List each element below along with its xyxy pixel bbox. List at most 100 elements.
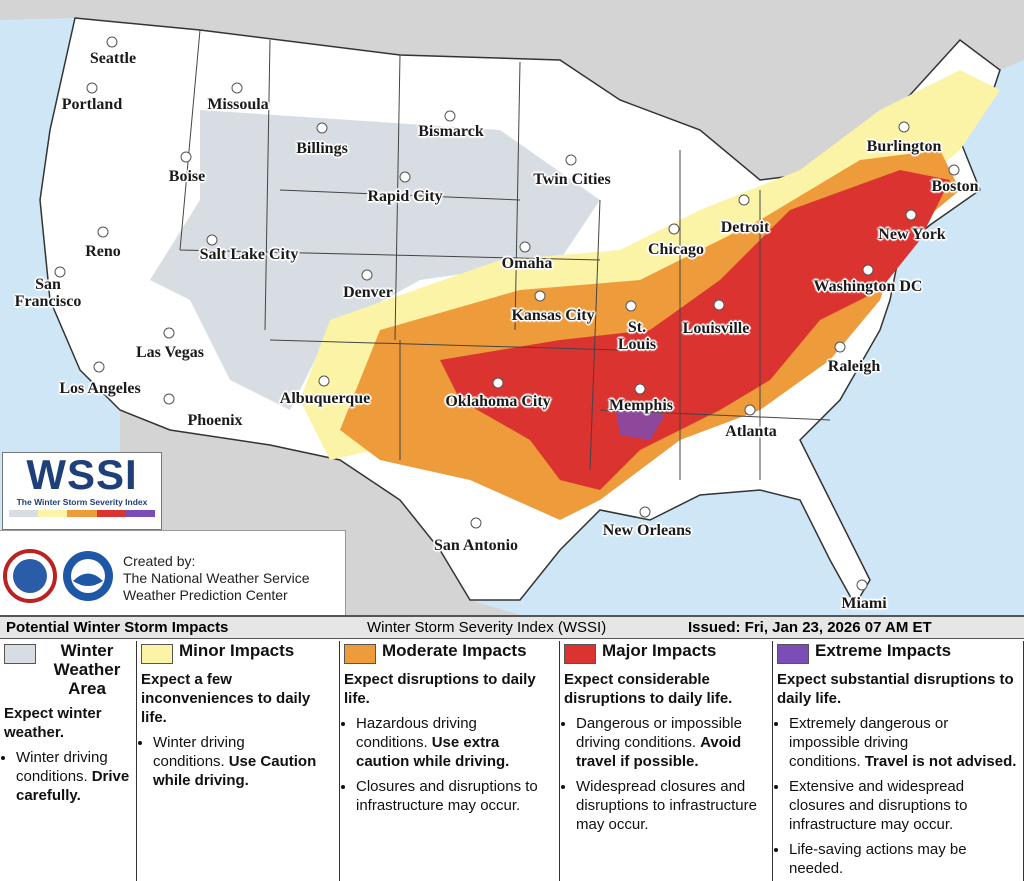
bullet-text: Closures and disruptions to infrastructu… <box>356 778 538 814</box>
legend-summary: Expect disruptions to daily life. <box>344 671 536 707</box>
logo-subtitle: The Winter Storm Severity Index <box>16 497 148 507</box>
city-label: Atlanta <box>725 423 777 440</box>
city-dot <box>444 110 456 122</box>
legend-swatch <box>141 644 173 664</box>
legend-bullet: Winter driving conditions.Use Caution wh… <box>153 733 335 790</box>
city-label: New York <box>878 226 946 243</box>
city-dot <box>713 299 725 311</box>
city-dot <box>905 209 917 221</box>
city-dot <box>316 122 328 134</box>
city-dot <box>163 393 175 405</box>
legend-column: Winter Weather Area Expect winter weather… <box>0 641 137 881</box>
city-dot <box>898 121 910 133</box>
city-dot <box>361 269 373 281</box>
legend-panel: Potential Winter Storm Impacts Winter St… <box>0 615 1024 881</box>
legend-swatch <box>4 644 36 664</box>
city-label: Los Angeles <box>59 380 141 397</box>
bullet-text: Extremely dangerous or impossible drivin… <box>789 715 949 770</box>
legend-bullets: Winter driving conditions.Drive carefull… <box>4 748 132 805</box>
bullet-text: Life-saving actions may be needed. <box>789 841 967 877</box>
city-dot <box>86 82 98 94</box>
legend-heading: Moderate Impacts <box>344 641 555 664</box>
legend-header: Potential Winter Storm Impacts Winter St… <box>0 617 1024 639</box>
city-dot <box>862 264 874 276</box>
city-dot <box>856 579 868 591</box>
city-label: St. Louis <box>617 319 657 353</box>
city-dot <box>948 164 960 176</box>
city-dot <box>470 517 482 529</box>
bullet-emphasis: Travel is not advised. <box>864 753 1017 770</box>
city-label: Oklahoma City <box>445 393 551 410</box>
city-label: Boise <box>168 168 206 185</box>
city-label: Las Vegas <box>135 344 205 361</box>
legend-heading: Major Impacts <box>564 641 768 664</box>
legend-bullet: Closures and disruptions to infrastructu… <box>356 777 555 815</box>
city-dot <box>318 375 330 387</box>
city-dot <box>565 154 577 166</box>
city-label: Washington DC <box>813 278 923 295</box>
city-label: Salt Lake City <box>199 246 299 263</box>
legend-bullets: Hazardous driving conditions.Use extra c… <box>344 714 555 815</box>
index-name: Winter Storm Severity Index (WSSI) <box>367 619 607 636</box>
bullet-text: Widespread closures and disruptions to i… <box>576 778 757 833</box>
legend-column: Moderate Impacts Expect disruptions to da… <box>340 641 560 881</box>
city-dot <box>97 226 109 238</box>
city-dot <box>834 341 846 353</box>
credit-line: Created by: <box>123 553 196 569</box>
city-dot <box>519 241 531 253</box>
legend-bullets: Extremely dangerous or impossible drivin… <box>777 714 1019 878</box>
city-label: Rapid City <box>367 188 443 205</box>
legend-name: Winter Weather Area <box>53 641 121 698</box>
legend-heading: Winter Weather Area <box>4 641 132 698</box>
city-label: Billings <box>296 140 348 157</box>
legend-summary: Expect considerable disruptions to daily… <box>564 671 733 707</box>
map: Seattle Portland Missoula Bismarck Billings B… <box>0 0 1024 615</box>
credits: Created by: The National Weather Service W… <box>123 553 310 604</box>
city-label: Chicago <box>648 241 704 258</box>
city-dot <box>106 36 118 48</box>
city-label: Missoula <box>207 96 269 113</box>
legend-bullet: Winter driving conditions.Drive carefull… <box>16 748 132 805</box>
city-dot <box>206 234 218 246</box>
legend-name: Minor Impacts <box>179 641 295 660</box>
legend-summary: Expect a few inconveniences to daily lif… <box>141 671 311 726</box>
legend-bullet: Life-saving actions may be needed. <box>789 840 1019 878</box>
city-label: San Antonio <box>433 537 519 554</box>
legend-bullet: Extensive and widespread closures and di… <box>789 777 1019 834</box>
city-label: Kansas City <box>511 307 595 324</box>
wssi-logo: WSSI The Winter Storm Severity Index <box>2 452 162 530</box>
city-label: New Orleans <box>602 522 692 539</box>
logo-swatch <box>67 510 97 517</box>
city-dot <box>180 151 192 163</box>
legend-bullet: Dangerous or impossible driving conditio… <box>576 714 768 771</box>
legend-heading: Extreme Impacts <box>777 641 1019 664</box>
city-dot <box>163 327 175 339</box>
city-label: Burlington <box>866 138 942 155</box>
bullet-emphasis: Use extra caution while driving. <box>356 734 510 770</box>
legend-summary: Expect winter weather. <box>4 705 102 741</box>
legend-column: Major Impacts Expect considerable disrupt… <box>560 641 773 881</box>
logo-swatch <box>38 510 68 517</box>
city-label: Twin Cities <box>533 171 611 188</box>
bullet-text: Extensive and widespread closures and di… <box>789 778 968 833</box>
legend-bullet: Extremely dangerous or impossible drivin… <box>789 714 1019 771</box>
issued-time: Issued: Fri, Jan 23, 2026 07 AM ET <box>688 619 932 636</box>
city-label: Portland <box>61 96 123 113</box>
bullet-text: Winter driving conditions. <box>153 734 245 770</box>
city-label: Raleigh <box>827 358 881 375</box>
logo-title: WSSI <box>26 451 138 498</box>
city-label: San Francisco <box>14 276 82 310</box>
city-label: Reno <box>85 243 121 260</box>
legend-bullets: Winter driving conditions.Use Caution wh… <box>141 733 335 790</box>
city-dot <box>399 171 411 183</box>
city-dot <box>625 300 637 312</box>
legend-summary: Expect substantial disruptions to daily … <box>777 671 1014 707</box>
city-label: Detroit <box>720 219 770 236</box>
city-label: Memphis <box>609 397 673 414</box>
credit-line: The National Weather Service <box>123 570 310 586</box>
bullet-emphasis: Drive carefully. <box>16 768 130 804</box>
bullet-emphasis: Use Caution while driving. <box>153 753 317 789</box>
city-label: Bismarck <box>418 123 484 140</box>
legend-swatch <box>777 644 809 664</box>
